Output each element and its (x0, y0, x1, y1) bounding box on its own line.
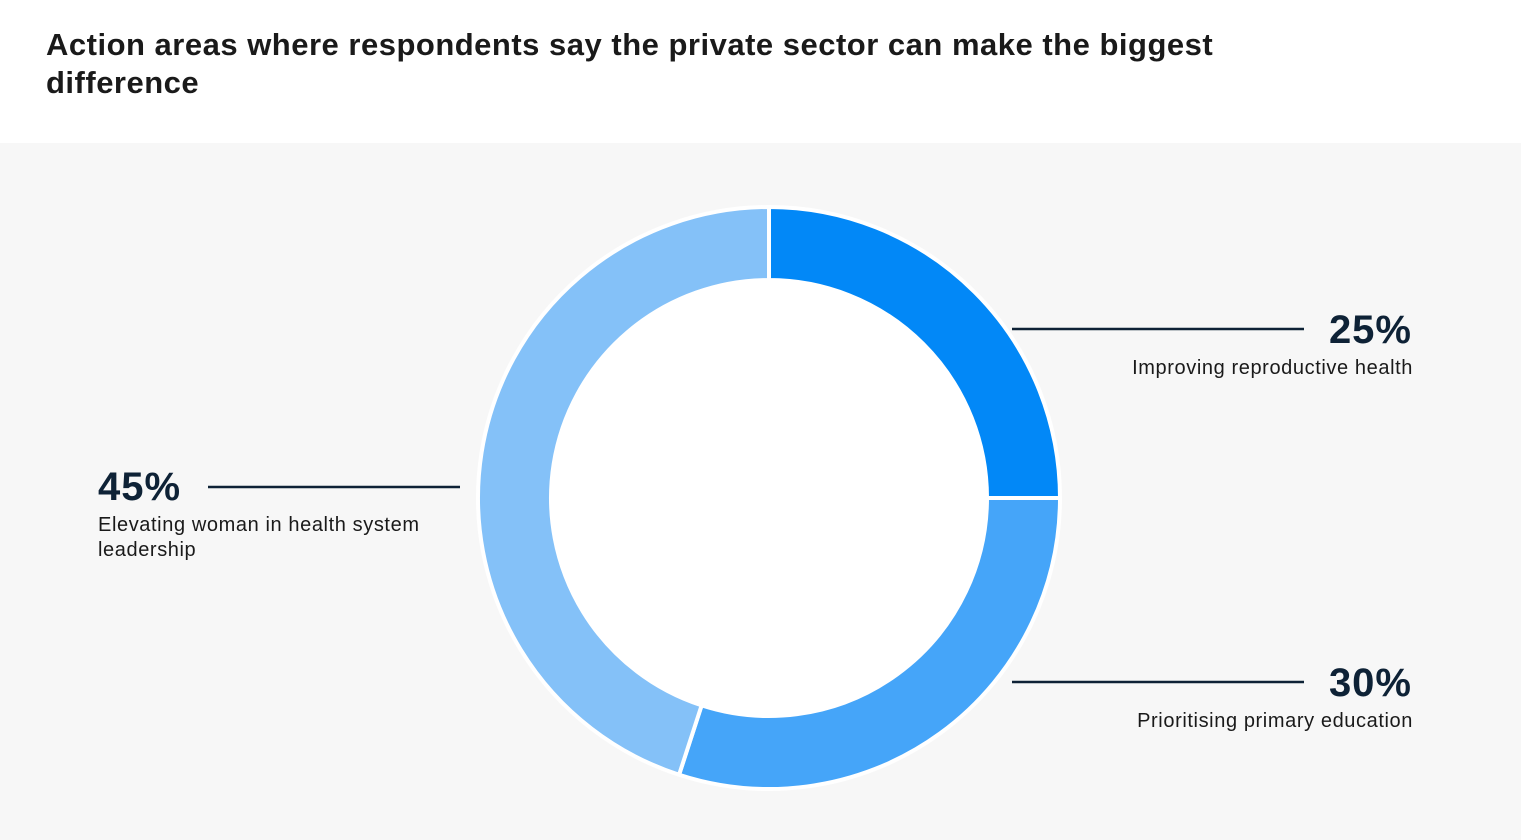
slice-labels: 25% Improving reproductive health 30% Pr… (98, 308, 1413, 732)
value-label-primary-education: 30% (1329, 661, 1412, 705)
donut-slice-reproductive-health (767, 204, 1063, 500)
category-label-primary-education: Prioritising primary education (1137, 710, 1413, 732)
donut-slice-primary-education (676, 496, 1063, 791)
donut-slices (476, 204, 1063, 791)
value-label-health-leadership: 45% (98, 465, 181, 509)
category-label-health-leadership: Elevating woman in health system leaders… (98, 514, 426, 561)
chart-title: Action areas where respondents say the p… (46, 27, 1214, 100)
category-label-reproductive-health: Improving reproductive health (1132, 357, 1413, 379)
value-label-reproductive-health: 25% (1329, 308, 1412, 352)
donut-slice-health-leadership (476, 204, 771, 778)
donut-hole (552, 281, 986, 715)
